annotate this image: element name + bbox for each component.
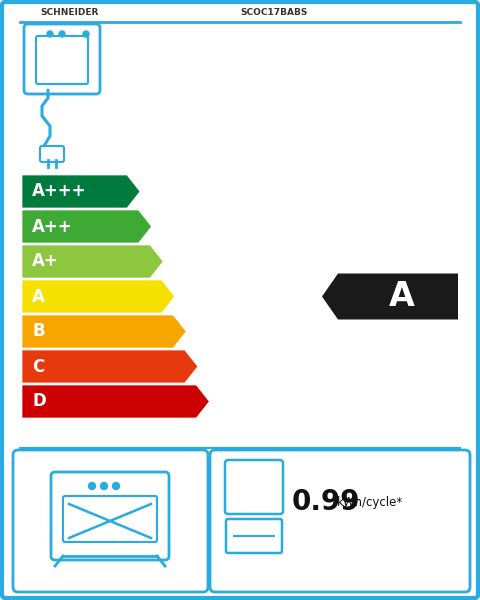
FancyBboxPatch shape xyxy=(51,472,169,560)
Polygon shape xyxy=(22,280,175,313)
Text: A+++: A+++ xyxy=(32,182,86,200)
Text: kWh/cycle*: kWh/cycle* xyxy=(337,496,403,509)
Text: SCHNEIDER: SCHNEIDER xyxy=(40,8,98,17)
Polygon shape xyxy=(22,350,198,383)
FancyBboxPatch shape xyxy=(226,519,282,553)
Polygon shape xyxy=(22,385,209,418)
Polygon shape xyxy=(22,175,140,208)
Circle shape xyxy=(59,31,65,37)
Circle shape xyxy=(47,31,53,37)
Text: A+: A+ xyxy=(32,253,59,271)
Circle shape xyxy=(100,482,108,490)
Polygon shape xyxy=(22,315,186,348)
Polygon shape xyxy=(322,274,458,319)
FancyBboxPatch shape xyxy=(24,24,100,94)
Polygon shape xyxy=(22,245,163,278)
Polygon shape xyxy=(22,210,152,243)
Text: SCOC17BABS: SCOC17BABS xyxy=(240,8,307,17)
Text: D: D xyxy=(32,392,46,410)
Text: A: A xyxy=(32,287,45,305)
FancyBboxPatch shape xyxy=(40,146,64,162)
FancyBboxPatch shape xyxy=(36,36,88,84)
Text: A: A xyxy=(389,280,415,313)
Circle shape xyxy=(88,482,96,490)
Circle shape xyxy=(83,31,89,37)
Text: B: B xyxy=(32,323,45,340)
Circle shape xyxy=(112,482,120,490)
FancyBboxPatch shape xyxy=(225,460,283,514)
FancyBboxPatch shape xyxy=(13,450,208,592)
FancyBboxPatch shape xyxy=(210,450,470,592)
Text: C: C xyxy=(32,358,44,376)
Text: A++: A++ xyxy=(32,217,72,235)
FancyBboxPatch shape xyxy=(63,496,157,542)
Text: 0.99: 0.99 xyxy=(292,488,360,516)
